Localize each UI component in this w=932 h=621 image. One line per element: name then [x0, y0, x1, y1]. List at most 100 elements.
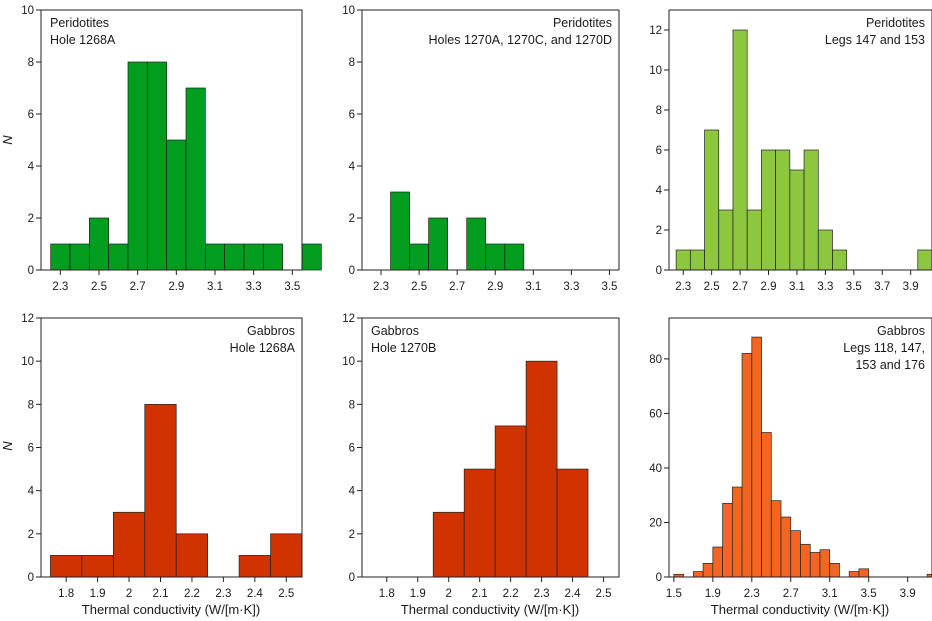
y-tick-label: 10 [342, 356, 355, 368]
histogram-bar [185, 87, 206, 271]
x-axis-label: Thermal conductivity (W/[m·K]) [401, 602, 579, 617]
x-tick-label: 3.9 [903, 281, 919, 293]
y-tick-label: 40 [649, 463, 662, 475]
histogram-panel-1: 2.3 2.5 2.7 2.9 3.1 3.3 3.5 0 2 4 6 8 10 Peridotites H… [21, 5, 322, 293]
histogram-bar [761, 149, 776, 271]
x-tick-label: 1.9 [705, 588, 721, 600]
histogram-bar [81, 555, 114, 578]
y-tick-label: 10 [21, 356, 34, 368]
x-tick-label: 2 [445, 588, 451, 600]
histogram-bar [790, 530, 801, 578]
panel-annotation: Hole 1270B [371, 341, 436, 355]
x-tick-label: 2.3 [52, 281, 68, 293]
histogram-bar [819, 549, 831, 578]
histogram-bar [69, 243, 90, 271]
histogram-bar [108, 243, 129, 271]
y-axis-label: N [0, 135, 15, 145]
x-tick-label: 2.3 [675, 281, 691, 293]
panel-annotation: Gabbros [371, 324, 419, 338]
plot-frame [668, 317, 932, 578]
histogram-bar [741, 353, 753, 578]
x-tick-label: 1.8 [58, 588, 74, 600]
histogram-bar [800, 543, 811, 578]
y-tick-label: 6 [349, 443, 355, 455]
y-tick-label: 4 [349, 486, 356, 498]
histogram-bar [770, 500, 782, 578]
y-tick-label: 0 [28, 265, 34, 277]
x-tick-label: 2.7 [732, 281, 748, 293]
x-tick-label: 1.8 [379, 588, 395, 600]
x-tick-label: 2.3 [373, 281, 389, 293]
y-tick-label: 0 [349, 572, 355, 584]
histogram-bar [789, 169, 805, 271]
histogram-bar [689, 249, 705, 271]
histogram-bar [50, 555, 83, 578]
y-tick-label: 8 [656, 105, 662, 117]
y-tick-label: 4 [28, 486, 35, 498]
histogram-bar [50, 243, 71, 271]
x-axis-label: Thermal conductivity (W/[m·K]) [82, 602, 260, 617]
plot-frame [40, 9, 303, 271]
panel-annotation: Peridotites [50, 16, 109, 30]
histogram-bar [175, 533, 209, 578]
histogram-bar [817, 229, 833, 271]
y-tick-label: 4 [349, 161, 356, 173]
x-tick-label: 3.3 [563, 281, 579, 293]
histogram-panel-4: 1.8 1.9 2 2.1 2.2 2.3 2.4 2.5 0 2 4 6 8 10 12 Gabbros Ho… [21, 313, 303, 600]
histogram-bar [432, 511, 465, 578]
x-tick-label: 3.5 [284, 281, 300, 293]
x-tick-label: 3.1 [525, 281, 541, 293]
histogram-bar [829, 563, 840, 578]
histogram-bar [112, 511, 146, 578]
histogram-bar [732, 29, 748, 271]
y-tick-label: 60 [649, 408, 662, 420]
y-tick-label: 8 [28, 399, 34, 411]
histogram-bar [712, 546, 723, 578]
plot-frame [668, 9, 932, 271]
y-tick-label: 4 [656, 185, 663, 197]
y-tick-label: 12 [21, 313, 34, 325]
y-tick-label: 10 [342, 5, 355, 17]
histogram-bar [702, 563, 714, 578]
x-tick-label: 1.9 [90, 588, 106, 600]
histogram-bar [270, 533, 303, 578]
x-tick-label: 2.5 [596, 588, 612, 600]
y-axis-label: N [0, 441, 15, 451]
histogram-bar [731, 486, 743, 578]
y-tick-label: 8 [349, 399, 355, 411]
x-tick-label: 3.1 [789, 281, 805, 293]
histogram-bar [428, 217, 449, 271]
y-tick-label: 2 [656, 225, 662, 237]
histogram-bar [390, 191, 410, 271]
panel-annotation: Hole 1268A [230, 341, 296, 355]
x-tick-label: 1.9 [410, 588, 426, 600]
y-tick-label: 8 [28, 57, 34, 69]
y-tick-label: 2 [28, 529, 34, 541]
histogram-panel-3: 2.3 2.5 2.7 2.9 3.1 3.3 3.5 3.7 3.9 0 2 4 6 8 10 12 Peri… [649, 9, 932, 293]
panel-annotation: Holes 1270A, 1270C, and 1270D [429, 33, 612, 47]
histogram-bar [204, 243, 226, 271]
histogram-bar [243, 243, 264, 271]
x-tick-label: 2.7 [130, 281, 146, 293]
x-tick-label: 3.9 [900, 588, 916, 600]
histogram-bar [556, 468, 589, 578]
x-tick-label: 2.7 [783, 588, 799, 600]
histogram-bar [803, 149, 819, 271]
histogram-bar [858, 568, 870, 578]
x-tick-label: 3.5 [601, 281, 617, 293]
x-axis-label: Thermal conductivity (W/[m·K]) [711, 602, 889, 617]
x-tick-label: 2.3 [744, 588, 760, 600]
panel-annotation: Legs 118, 147, [843, 341, 925, 355]
histogram-bar [917, 249, 932, 271]
histogram-bar [780, 516, 792, 578]
histogram-bar [926, 573, 932, 578]
panel-annotation: Gabbros [877, 324, 925, 338]
y-tick-label: 12 [342, 313, 355, 325]
histogram-bar [693, 571, 704, 578]
histogram-bar [775, 149, 791, 271]
y-tick-label: 6 [349, 109, 355, 121]
histogram-panel-2: 2.3 2.5 2.7 2.9 3.1 3.3 3.5 0 2 4 6 8 10 Peridotites H… [342, 5, 620, 293]
histogram-bar [88, 217, 110, 271]
y-tick-label: 6 [28, 109, 34, 121]
histogram-bar [761, 432, 772, 578]
